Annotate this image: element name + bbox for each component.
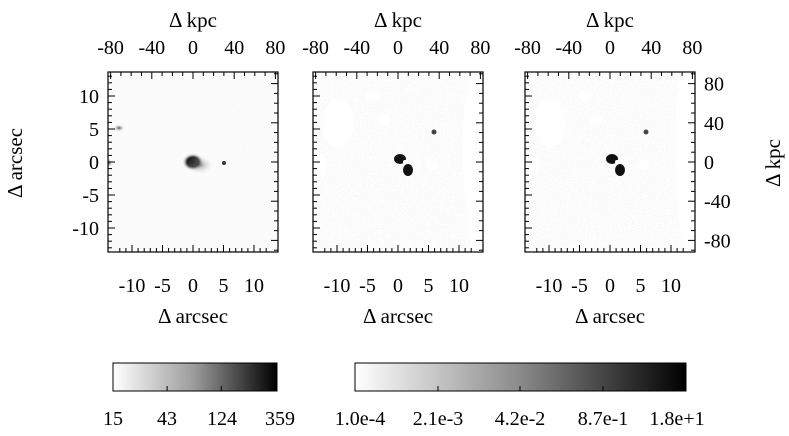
bottom-tick-label: 5 [219, 275, 229, 297]
right-tick-labels: 80 40 0 -40 -80 [704, 74, 731, 253]
top-axis-title: Δ kpc [374, 8, 422, 32]
residual-core [394, 154, 406, 164]
bottom-tick-label: -10 [119, 275, 146, 297]
residual-core [606, 154, 618, 164]
mask-region [590, 115, 602, 125]
right-tick-label: -80 [704, 230, 731, 252]
top-tick-label: -40 [343, 37, 370, 59]
top-axis-title: Δ kpc [586, 8, 634, 32]
bottom-tick-label: -5 [571, 275, 588, 297]
bottom-tick-label: 10 [661, 275, 681, 297]
mask-edge [674, 72, 695, 252]
colorbar-tick-label: 1.0e-4 [335, 408, 386, 430]
bottom-tick-label: -10 [324, 275, 351, 297]
mask-region [366, 91, 380, 101]
mask-region [322, 99, 354, 147]
galaxy-halo [186, 155, 214, 175]
colorbar-tick-label: 8.7e-1 [578, 408, 629, 430]
left-tick-labels: 10 5 0 -5 -10 [72, 86, 99, 240]
bottom-tick-label: 0 [393, 275, 403, 297]
right-tick-label: 80 [704, 74, 724, 96]
mask-region [313, 153, 327, 177]
colorbar-tick-labels: 15 43 124 359 1.0e-4 2.1e-3 4.2e-2 8.7e-1 1.8e+1 [103, 386, 705, 430]
right-tick-label: 0 [704, 152, 714, 174]
bottom-tick-label: -5 [154, 275, 171, 297]
mask-region [578, 91, 592, 101]
bottom-tick-label: 10 [244, 275, 264, 297]
left-tick-label: 10 [79, 86, 99, 108]
tick-marks [108, 72, 695, 252]
edge-source [108, 158, 113, 168]
mask-region [426, 160, 438, 170]
top-tick-labels: -80 -40 0 40 80 -80 -40 0 40 80 -80 -40 0 40 80 [97, 37, 702, 59]
top-tick-label: -80 [97, 37, 124, 59]
bottom-tick-label: 5 [636, 275, 646, 297]
top-axis-title: Δ kpc [169, 8, 217, 32]
neighbour-source [113, 124, 125, 132]
colorbar-tick-label: 2.1e-3 [413, 408, 464, 430]
panel-residual-2 [524, 71, 696, 253]
left-axis-title: Δ arcsec [3, 128, 27, 198]
right-tick-label: -40 [704, 191, 731, 213]
top-tick-label: 40 [429, 37, 449, 59]
top-tick-label: 80 [682, 37, 702, 59]
colorbar-tick-label: 1.8e+1 [649, 408, 704, 430]
top-tick-label: 0 [605, 37, 615, 59]
top-tick-label: 80 [265, 37, 285, 59]
top-tick-label: 0 [393, 37, 403, 59]
colorbar-tick-label: 124 [207, 408, 237, 430]
bottom-axis-title: Δ arcsec [158, 304, 228, 328]
colorbar-tick-label: 4.2e-2 [495, 408, 546, 430]
residual-core [615, 164, 625, 176]
top-tick-label: 40 [224, 37, 244, 59]
top-tick-label: -40 [555, 37, 582, 59]
top-tick-label: 0 [188, 37, 198, 59]
point-source [222, 161, 226, 165]
mask-region [525, 153, 539, 177]
colorbar-tick-label: 15 [103, 408, 123, 430]
mask-region [378, 115, 390, 125]
left-tick-label: 5 [89, 119, 99, 141]
top-tick-label: -40 [138, 37, 165, 59]
bottom-axis-title: Δ arcsec [575, 304, 645, 328]
bottom-tick-labels: -10 -5 0 5 10 -10 -5 0 5 10 -10 -5 0 5 10 [119, 275, 681, 297]
top-tick-label: 80 [470, 37, 490, 59]
bottom-tick-label: 10 [449, 275, 469, 297]
mask-edge [462, 72, 483, 252]
bottom-axis-title: Δ arcsec [363, 304, 433, 328]
mask-region [534, 99, 566, 147]
colorbar-image [112, 362, 278, 392]
panel-image [107, 71, 279, 253]
top-tick-label: -80 [302, 37, 329, 59]
bottom-tick-label: -10 [536, 275, 563, 297]
left-tick-label: -10 [72, 218, 99, 240]
mask-region [638, 160, 650, 170]
bottom-tick-label: -5 [359, 275, 376, 297]
top-tick-label: -80 [514, 37, 541, 59]
bottom-tick-label: 0 [605, 275, 615, 297]
residual-core [403, 164, 413, 176]
right-tick-label: 40 [704, 113, 724, 135]
panel-residual-1 [312, 71, 484, 253]
colorbar-tick-label: 359 [265, 408, 295, 430]
top-axis-labels: Δ kpc Δ kpc Δ kpc [169, 8, 634, 32]
top-tick-label: 40 [641, 37, 661, 59]
left-tick-label: 0 [89, 152, 99, 174]
right-axis-title: Δ kpc [761, 139, 785, 187]
bottom-tick-label: 5 [424, 275, 434, 297]
bottom-tick-label: 0 [188, 275, 198, 297]
colorbar-tick-label: 43 [157, 408, 177, 430]
left-tick-label: -5 [82, 185, 99, 207]
